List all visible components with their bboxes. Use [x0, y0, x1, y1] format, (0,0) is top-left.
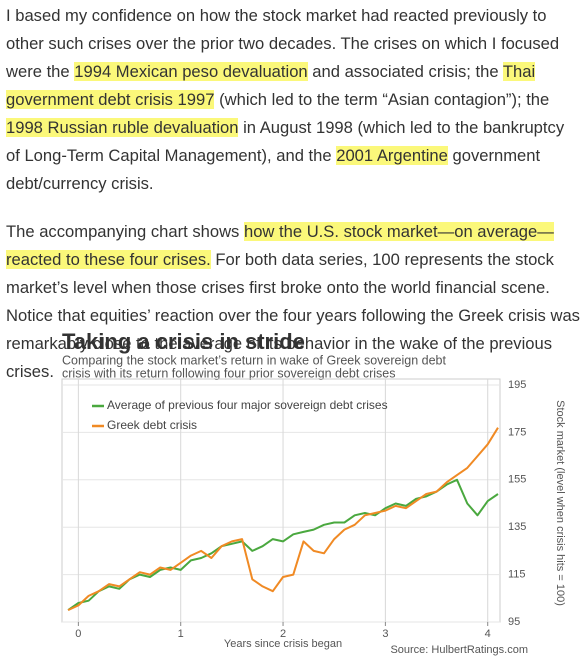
legend-label: Average of previous four major sovereign… [107, 398, 388, 412]
x-tick-label: 0 [75, 628, 81, 640]
paragraph: The accompanying chart shows how the U.S… [6, 218, 580, 386]
chart-title: Taking a crisis in stride [62, 329, 305, 354]
x-tick-label: 4 [485, 628, 491, 640]
article-text: I based my confidence on how the stock m… [6, 2, 580, 406]
text: For both data series, 100 represents the… [6, 250, 580, 381]
y-tick-label: 115 [508, 569, 526, 581]
x-tick-label: 2 [280, 628, 286, 640]
y-axis-label: Stock market (level when crisis hits = 1… [554, 400, 566, 606]
chart: Taking a crisis in stride Comparing the … [61, 329, 566, 656]
highlighted-text: 1998 Russian ruble devaluation [6, 118, 239, 137]
y-tick-label: 135 [508, 521, 526, 533]
series-line [67, 427, 499, 612]
text: I based my confidence on how the stock m… [6, 6, 560, 81]
highlighted-text: 1994 Mexican peso devaluation [74, 62, 308, 81]
chart-subtitle: Comparing the stock market’s return in w… [62, 353, 447, 367]
x-tick-label: 3 [382, 628, 388, 640]
x-axis-label: Years since crisis began [224, 638, 342, 650]
x-tick-label: 1 [178, 628, 184, 640]
y-tick-label: 175 [508, 426, 526, 438]
text: The accompanying chart shows [6, 222, 244, 241]
text: in August 1998 (which led to the bankrup… [6, 118, 565, 165]
chart-subtitle: crisis with its return following four pr… [62, 366, 395, 380]
text: (which led to the term “Asian contagion”… [214, 90, 550, 109]
text: government debt/currency crisis. [6, 146, 541, 193]
highlighted-text: 2001 Argentine [336, 146, 448, 165]
paragraph: I based my confidence on how the stock m… [6, 2, 580, 198]
plot-area [61, 378, 501, 623]
text: and associated crisis; the [307, 62, 503, 81]
y-tick-label: 95 [508, 616, 520, 628]
y-tick-label: 155 [508, 474, 526, 486]
source: Source: HulbertRatings.com [390, 644, 528, 656]
series-line [67, 478, 499, 611]
legend-label: Greek debt crisis [107, 418, 197, 432]
y-tick-label: 195 [508, 379, 526, 391]
